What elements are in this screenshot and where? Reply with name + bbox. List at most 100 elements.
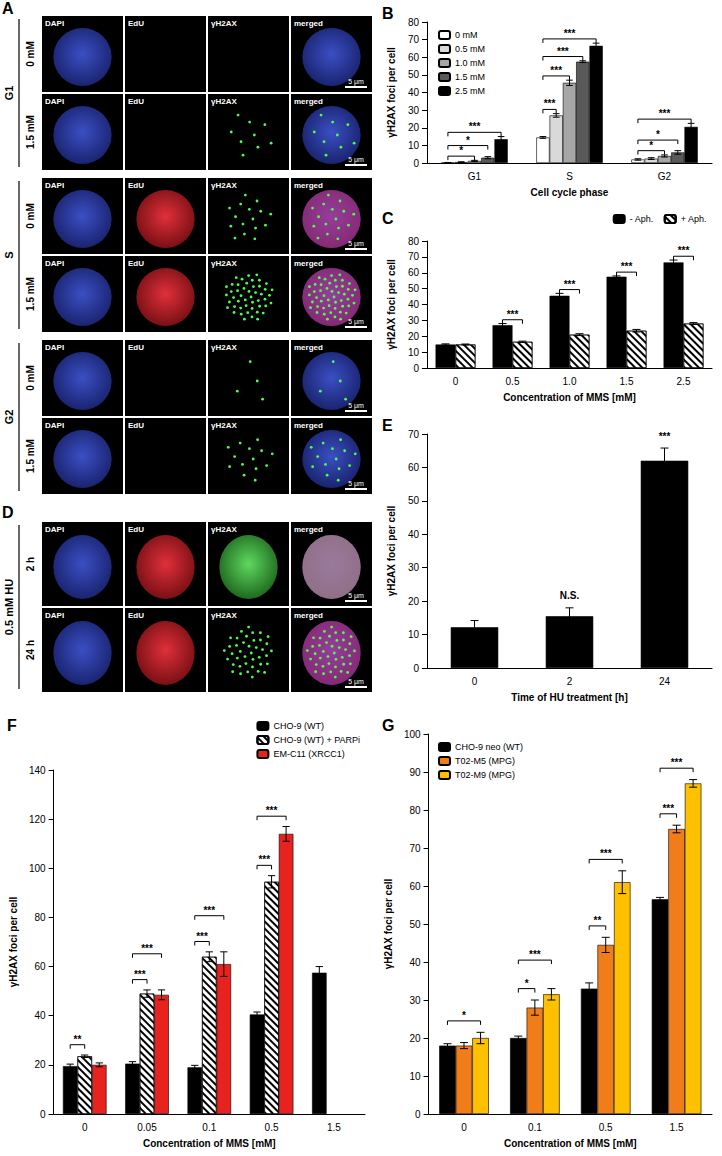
svg-text:***: *** (600, 848, 612, 859)
svg-text:2: 2 (567, 676, 573, 687)
svg-text:S: S (3, 251, 15, 258)
svg-text:70: 70 (408, 251, 420, 262)
svg-text:50: 50 (409, 919, 421, 930)
svg-text:0 mM: 0 mM (25, 41, 36, 67)
svg-text:0 mM: 0 mM (455, 30, 478, 40)
svg-text:merged: merged (294, 19, 323, 28)
svg-text:20: 20 (34, 1059, 46, 1070)
svg-text:DAPI: DAPI (45, 259, 64, 268)
svg-text:S: S (566, 171, 573, 182)
svg-text:0 mM: 0 mM (25, 203, 36, 229)
svg-text:140: 140 (29, 765, 46, 776)
svg-text:20: 20 (409, 1033, 421, 1044)
svg-text:*: * (656, 129, 660, 140)
svg-text:5 μm: 5 μm (348, 678, 364, 686)
svg-text:γH2AX: γH2AX (211, 525, 237, 534)
svg-text:γH2AX: γH2AX (211, 421, 237, 430)
svg-text:merged: merged (294, 259, 323, 268)
svg-text:DAPI: DAPI (45, 343, 64, 352)
svg-text:1.5: 1.5 (327, 1122, 341, 1133)
svg-text:***: *** (564, 279, 576, 290)
svg-text:*: * (525, 978, 529, 989)
svg-text:0.5 mM HU: 0.5 mM HU (3, 579, 15, 635)
svg-text:Concentration of MMS [mM]: Concentration of MMS [mM] (143, 1138, 276, 1149)
svg-text:1.5 mM: 1.5 mM (25, 115, 36, 149)
svg-text:***: *** (662, 803, 674, 814)
svg-text:60: 60 (409, 881, 421, 892)
svg-text:20: 20 (408, 122, 420, 133)
svg-text:0: 0 (413, 363, 419, 374)
svg-text:***: *** (203, 905, 215, 916)
svg-text:A: A (2, 0, 14, 17)
svg-text:EdU: EdU (128, 97, 144, 106)
svg-text:***: *** (557, 46, 569, 57)
svg-text:**: ** (594, 915, 602, 926)
svg-text:E: E (382, 417, 393, 434)
svg-text:G1: G1 (3, 86, 15, 101)
svg-text:50: 50 (408, 495, 420, 506)
svg-text:F: F (7, 717, 17, 734)
svg-text:γH2AX: γH2AX (211, 97, 237, 106)
svg-text:**: ** (74, 1034, 82, 1045)
svg-text:γH2AX foci per cell: γH2AX foci per cell (386, 259, 397, 350)
svg-text:0.5: 0.5 (599, 1122, 613, 1133)
svg-text:***: *** (529, 949, 541, 960)
svg-text:0: 0 (82, 1122, 88, 1133)
svg-text:100: 100 (29, 863, 46, 874)
svg-text:30: 30 (408, 315, 420, 326)
svg-text:merged: merged (294, 525, 323, 534)
svg-text:5 μm: 5 μm (348, 480, 364, 488)
svg-text:G: G (382, 717, 394, 734)
svg-text:merged: merged (294, 611, 323, 620)
svg-text:0.5: 0.5 (265, 1122, 279, 1133)
svg-text:***: *** (141, 943, 153, 954)
svg-text:N.S.: N.S. (560, 590, 580, 601)
svg-text:80: 80 (34, 912, 46, 923)
svg-text:80: 80 (408, 236, 420, 247)
svg-text:1.0 mM: 1.0 mM (455, 58, 485, 68)
svg-text:γH2AX foci per cell: γH2AX foci per cell (386, 47, 397, 138)
svg-text:γH2AX: γH2AX (211, 181, 237, 190)
svg-text:EdU: EdU (128, 421, 144, 430)
svg-text:2 h: 2 h (25, 557, 36, 571)
svg-text:γH2AX foci per cell: γH2AX foci per cell (386, 505, 397, 596)
svg-text:10: 10 (408, 629, 420, 640)
svg-text:40: 40 (408, 87, 420, 98)
svg-text:1.5 mM: 1.5 mM (25, 439, 36, 473)
svg-text:0.1: 0.1 (528, 1122, 542, 1133)
svg-text:***: *** (671, 757, 683, 768)
svg-text:0.05: 0.05 (137, 1122, 157, 1133)
svg-text:merged: merged (294, 343, 323, 352)
svg-text:1.5 mM: 1.5 mM (25, 277, 36, 311)
svg-text:γH2AX: γH2AX (211, 343, 237, 352)
svg-text:***: *** (266, 805, 278, 816)
svg-text:20: 20 (408, 331, 420, 342)
svg-text:2.5: 2.5 (677, 376, 691, 387)
svg-text:80: 80 (409, 805, 421, 816)
svg-text:1.0: 1.0 (563, 376, 577, 387)
svg-text:0: 0 (40, 1109, 46, 1120)
svg-text:20: 20 (408, 596, 420, 607)
svg-text:***: *** (621, 261, 633, 272)
svg-text:B: B (382, 5, 394, 22)
svg-text:***: *** (659, 431, 671, 442)
svg-text:*: * (459, 145, 463, 156)
svg-text:5 μm: 5 μm (348, 592, 364, 600)
svg-text:*: * (466, 135, 470, 146)
svg-text:CHO-9 neo (WT): CHO-9 neo (WT) (455, 742, 523, 752)
svg-text:120: 120 (29, 814, 46, 825)
svg-text:***: *** (550, 65, 562, 76)
svg-text:DAPI: DAPI (45, 525, 64, 534)
svg-text:10: 10 (408, 140, 420, 151)
svg-text:G1: G1 (468, 171, 482, 182)
svg-text:5 μm: 5 μm (348, 402, 364, 410)
svg-text:merged: merged (294, 97, 323, 106)
svg-text:γH2AX: γH2AX (211, 611, 237, 620)
svg-text:***: *** (258, 854, 270, 865)
svg-text:***: *** (134, 969, 146, 980)
svg-text:0.5 mM: 0.5 mM (455, 44, 485, 54)
svg-text:5 μm: 5 μm (348, 156, 364, 164)
svg-text:EdU: EdU (128, 525, 144, 534)
svg-text:CHO-9 (WT): CHO-9 (WT) (273, 721, 324, 731)
svg-text:24 h: 24 h (25, 640, 36, 660)
